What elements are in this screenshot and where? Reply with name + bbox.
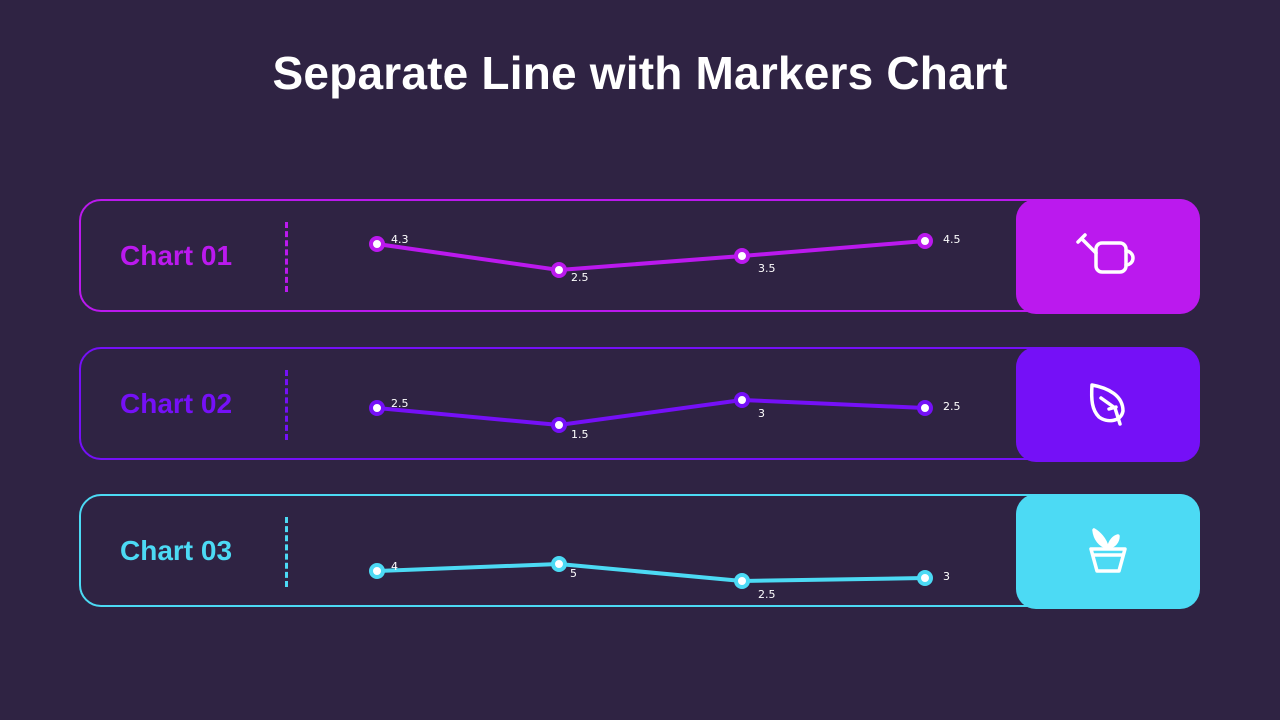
line-chart-02: 2.5 1.5 3 2.5 — [369, 392, 961, 441]
point-label: 1.5 — [571, 428, 589, 441]
icon-box — [1016, 347, 1200, 462]
page-title: Separate Line with Markers Chart — [272, 47, 1008, 99]
dashed-divider — [285, 370, 288, 440]
point-label: 4.3 — [391, 233, 409, 246]
card-label: Chart 02 — [120, 387, 233, 419]
point-label: 5 — [570, 567, 577, 580]
plant-pot-icon — [1089, 527, 1127, 573]
point-label: 3 — [758, 407, 765, 420]
point-label: 3 — [943, 570, 950, 583]
card-label: Chart 01 — [120, 239, 233, 271]
chart-card-01: Chart 01 4.3 2.5 3.5 4.5 — [79, 199, 1200, 314]
dashed-divider — [285, 222, 288, 292]
point-label: 2.5 — [571, 271, 589, 284]
card-label: Chart 03 — [120, 534, 233, 566]
chart-card-02: Chart 02 2.5 1.5 3 2.5 — [79, 347, 1200, 462]
watering-can-icon — [1076, 232, 1135, 274]
line-chart-03: 4 5 2.5 3 — [369, 556, 950, 601]
icon-box — [1016, 494, 1200, 609]
line-chart-01: 4.3 2.5 3.5 4.5 — [369, 233, 961, 284]
point-label: 2.5 — [758, 588, 776, 601]
point-label: 4 — [391, 560, 398, 573]
icon-box — [1016, 199, 1200, 314]
leaf-icon — [1089, 382, 1125, 426]
point-label: 4.5 — [943, 233, 961, 246]
dashed-divider — [285, 517, 288, 587]
point-label: 2.5 — [943, 400, 961, 413]
point-label: 2.5 — [391, 397, 409, 410]
point-label: 3.5 — [758, 262, 776, 275]
chart-card-03: Chart 03 4 5 2.5 3 — [79, 494, 1200, 609]
